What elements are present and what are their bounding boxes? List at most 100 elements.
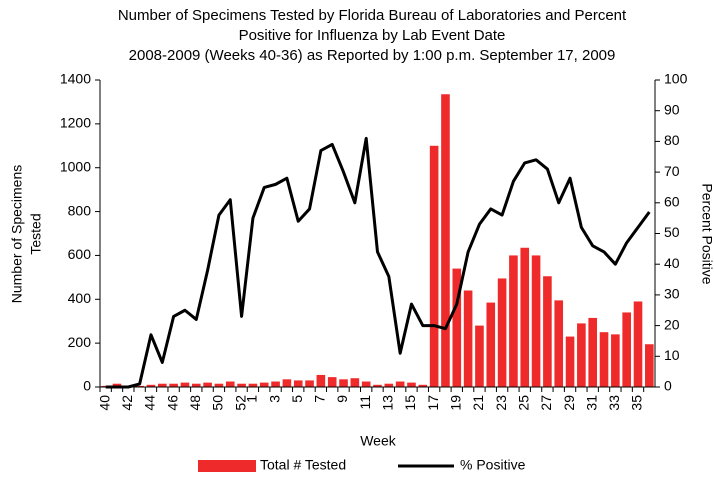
bar	[463, 290, 473, 387]
line	[105, 136, 651, 389]
x-tick-label: 17	[425, 395, 441, 411]
bar	[327, 377, 337, 387]
y2-tick-label: 60	[664, 194, 680, 210]
bar	[565, 336, 575, 387]
y-axis-label: Number of Specimens	[9, 165, 25, 304]
x-tick-label: 35	[629, 395, 645, 411]
bar	[316, 374, 326, 387]
x-tick-label: 15	[402, 395, 418, 411]
x-tick-label: 7	[312, 395, 328, 403]
bar	[157, 383, 167, 387]
x-tick-label: 21	[470, 395, 486, 411]
y-tick-label: 400	[68, 290, 92, 306]
x-tick-label: 33	[606, 395, 622, 411]
legend-label: Total # Tested	[260, 457, 346, 473]
bar	[429, 145, 439, 387]
y-tick-label: 600	[68, 246, 92, 262]
bar	[305, 380, 314, 387]
bar	[611, 334, 620, 387]
bar	[350, 378, 360, 387]
bar	[452, 268, 462, 387]
bar	[418, 384, 428, 387]
bar	[248, 383, 258, 387]
bar	[191, 383, 201, 387]
x-tick-label: 19	[447, 395, 463, 411]
x-tick-label: 5	[289, 395, 305, 403]
bar	[633, 301, 643, 387]
y2-tick-label: 10	[664, 347, 680, 363]
bar	[203, 382, 212, 387]
x-tick-label: 23	[493, 395, 509, 411]
bar	[475, 325, 484, 387]
y2-tick-label: 90	[664, 101, 680, 117]
bar	[169, 383, 178, 387]
bar	[384, 383, 394, 387]
bar	[146, 384, 156, 387]
y-tick-label: 200	[68, 334, 92, 350]
bar	[361, 381, 371, 387]
y-tick-label: 0	[83, 378, 91, 394]
y2-tick-label: 70	[664, 163, 680, 179]
y2-tick-label: 0	[664, 378, 672, 394]
y2-tick-label: 50	[664, 224, 680, 240]
y2-tick-label: 30	[664, 286, 680, 302]
bar	[282, 379, 292, 387]
y-tick-label: 1400	[60, 71, 91, 87]
bar	[531, 255, 541, 387]
y2-tick-label: 100	[664, 71, 688, 87]
y2-tick-label: 20	[664, 316, 680, 332]
bar	[112, 383, 122, 387]
bar	[214, 383, 224, 387]
x-tick-label: 48	[187, 395, 203, 411]
bar	[441, 94, 450, 387]
y2-axis-label: Percent Positive	[699, 183, 714, 284]
x-tick-label: 52	[232, 395, 248, 411]
bar	[622, 312, 631, 387]
x-tick-label: 40	[96, 395, 112, 411]
bar	[554, 300, 564, 387]
bar	[259, 382, 269, 387]
x-tick-label: 1	[244, 395, 260, 403]
y-tick-label: 1000	[60, 158, 91, 174]
bar	[588, 317, 598, 387]
bar	[225, 381, 235, 387]
bar	[407, 382, 416, 387]
chart-title-line: Positive for Influenza by Lab Event Date	[239, 27, 506, 44]
bar	[543, 276, 552, 387]
bar	[645, 344, 654, 387]
bar	[599, 332, 609, 387]
legend-swatch	[198, 460, 256, 472]
x-tick-label: 25	[515, 395, 531, 411]
bar	[577, 323, 586, 387]
bar	[373, 384, 382, 387]
y-tick-label: 1200	[60, 115, 91, 131]
bar	[271, 381, 280, 387]
x-tick-label: 42	[119, 395, 135, 411]
bar	[237, 383, 246, 387]
bar	[497, 278, 507, 387]
x-tick-label: 13	[380, 395, 396, 411]
x-axis-label: Week	[360, 433, 397, 449]
chart-title-line: Number of Specimens Tested by Florida Bu…	[118, 7, 627, 24]
x-tick-label: 9	[334, 395, 350, 403]
bar	[486, 302, 496, 387]
bar	[395, 381, 405, 387]
x-tick-label: 50	[210, 395, 226, 411]
x-tick-label: 31	[583, 395, 599, 411]
chart-title-line: 2008-2009 (Weeks 40-36) as Reported by 1…	[129, 47, 616, 64]
x-tick-label: 29	[561, 395, 577, 411]
y2-tick-label: 40	[664, 255, 680, 271]
bar	[135, 385, 144, 387]
bar	[180, 382, 190, 387]
x-tick-label: 11	[357, 395, 373, 410]
x-tick-label: 27	[538, 395, 554, 411]
bar	[520, 247, 530, 387]
bar	[293, 380, 303, 387]
y2-tick-label: 80	[664, 132, 680, 148]
y-tick-label: 800	[68, 202, 92, 218]
bar	[509, 255, 518, 387]
y-axis-label: Tested	[28, 213, 44, 254]
bar	[339, 379, 348, 387]
legend-label: % Positive	[460, 457, 526, 473]
